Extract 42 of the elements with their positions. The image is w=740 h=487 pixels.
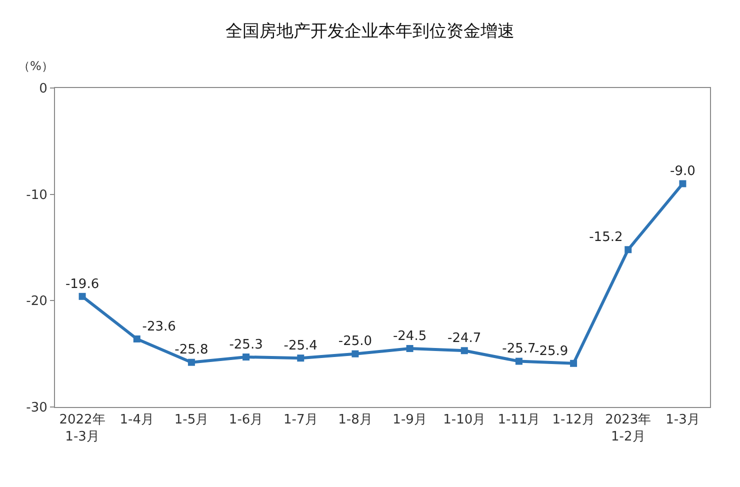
x-tick-label: 1-4月 bbox=[120, 412, 154, 428]
chart-title: 全国房地产开发企业本年到位资金增速 bbox=[226, 21, 514, 42]
data-label: -25.3 bbox=[229, 337, 263, 352]
data-label: -15.2 bbox=[589, 230, 623, 246]
y-axis-title: （%） bbox=[18, 59, 54, 73]
point bbox=[78, 292, 86, 300]
point bbox=[406, 345, 414, 352]
point bbox=[515, 358, 522, 365]
data-label: -25.7 bbox=[502, 342, 536, 357]
point bbox=[188, 358, 195, 366]
x-tick-label: 1-9月 bbox=[392, 412, 427, 428]
x-tick-label: 1-12月 bbox=[552, 412, 595, 428]
data-label: -9.0 bbox=[670, 164, 696, 180]
point bbox=[679, 180, 686, 188]
data-label: -19.6 bbox=[65, 276, 100, 292]
x-tick-label: 1-6月 bbox=[228, 412, 264, 428]
point bbox=[242, 354, 250, 361]
data-label: -24.7 bbox=[448, 331, 482, 346]
point bbox=[352, 350, 359, 358]
data-label: -25.4 bbox=[284, 338, 318, 354]
x-tick-label: 2023年 1-2月 bbox=[605, 412, 652, 444]
data-label: -25.9 bbox=[534, 344, 568, 359]
x-tick-label: 1-5月 bbox=[174, 412, 209, 428]
x-tick-label: 2022年 1-3月 bbox=[59, 412, 106, 444]
point bbox=[570, 360, 578, 367]
y-tick-label: -20 bbox=[26, 294, 48, 310]
x-tick-label: 1-11月 bbox=[498, 412, 540, 428]
data-label: -24.5 bbox=[392, 328, 427, 344]
y-tick-label: -10 bbox=[26, 188, 48, 203]
x-tick-label: 1-10月 bbox=[443, 412, 486, 428]
point bbox=[297, 354, 304, 362]
data-label: -23.6 bbox=[142, 319, 176, 334]
x-tick-label: 1-8月 bbox=[338, 412, 372, 428]
x-tick-label: 1-7月 bbox=[284, 412, 318, 428]
point bbox=[624, 246, 632, 254]
x-tick-label: 1-3月 bbox=[666, 412, 700, 428]
data-label: -25.8 bbox=[174, 342, 208, 358]
point bbox=[460, 347, 468, 354]
data-label: -25.0 bbox=[338, 334, 372, 350]
y-tick-label: 0 bbox=[39, 82, 48, 97]
y-tick-label: -30 bbox=[26, 400, 48, 416]
point bbox=[133, 335, 140, 342]
